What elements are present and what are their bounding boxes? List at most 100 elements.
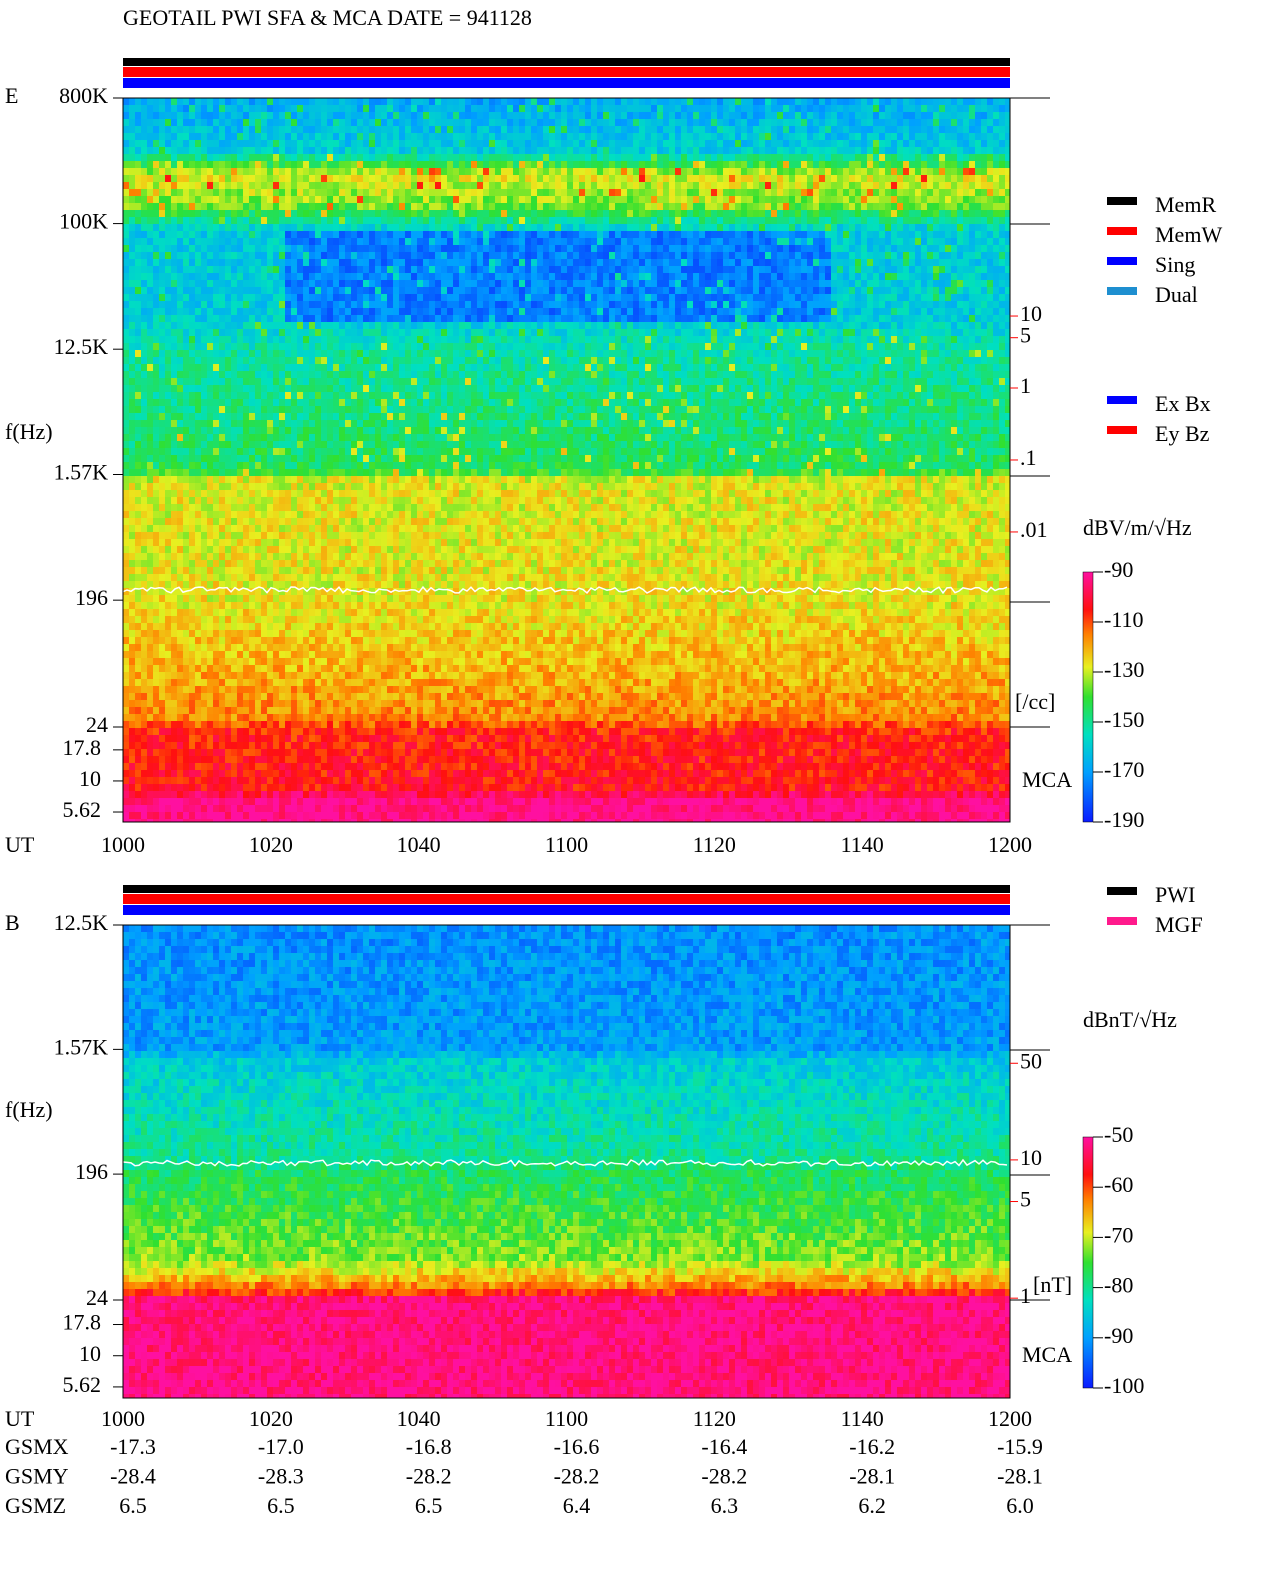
spectrogram-cell (441, 210, 447, 217)
spectrogram-cell (405, 182, 411, 189)
spectrogram-cell (957, 189, 963, 196)
spectrogram-cell (651, 175, 657, 182)
spectrogram-cell (699, 259, 705, 266)
spectrogram-cell (1005, 210, 1010, 217)
spectrogram-cell (183, 196, 189, 203)
spectrogram-cell (627, 133, 633, 140)
spectrogram-cell (831, 140, 837, 147)
spectrogram-cell (933, 238, 939, 245)
spectrogram-cell (315, 154, 321, 161)
spectrogram-cell (645, 231, 651, 238)
spectrogram-cell (963, 161, 969, 168)
spectrogram-cell (705, 224, 711, 231)
spectrogram-cell (405, 175, 411, 182)
spectrogram-cell (387, 259, 393, 266)
spectrogram-cell (261, 217, 267, 224)
spectrogram-cell (861, 217, 867, 224)
spectrogram-cell (663, 112, 669, 119)
spectrogram-cell (177, 287, 183, 294)
spectrogram-cell (897, 273, 903, 280)
spectrogram-cell (873, 273, 879, 280)
spectrogram-cell (603, 175, 609, 182)
spectrogram-cell (579, 189, 585, 196)
spectrogram-cell (891, 210, 897, 217)
spectrogram-cell (465, 196, 471, 203)
spectrogram-cell (171, 105, 177, 112)
spectrogram-cell (135, 147, 141, 154)
spectrogram-cell (609, 147, 615, 154)
spectrogram-cell (981, 112, 987, 119)
spectrogram-cell (1005, 308, 1010, 315)
spectrogram-cell (897, 210, 903, 217)
spectrogram-cell (123, 301, 129, 308)
spectrogram-cell (705, 322, 711, 329)
spectrogram-cell (555, 98, 561, 105)
spectrogram-cell (711, 245, 717, 252)
spectrogram-cell (381, 231, 387, 238)
spectrogram-cell (999, 189, 1005, 196)
spectrogram-cell (657, 294, 663, 301)
spectrogram-cell (633, 266, 639, 273)
spectrogram-cell (597, 196, 603, 203)
spectrogram-cell (507, 196, 513, 203)
spectrogram-cell (951, 203, 957, 210)
spectrogram-cell (207, 238, 213, 245)
spectrogram-cell (891, 119, 897, 126)
spectrogram-cell (735, 238, 741, 245)
spectrogram-cell (381, 315, 387, 322)
spectrogram-cell (159, 266, 165, 273)
spectrogram-cell (603, 224, 609, 231)
spectrogram-cell (387, 147, 393, 154)
spectrogram-cell (987, 210, 993, 217)
spectrogram-cell (363, 238, 369, 245)
spectrogram-cell (771, 266, 777, 273)
spectrogram-cell (771, 98, 777, 105)
spectrogram-cell (135, 189, 141, 196)
spectrogram-cell (957, 280, 963, 287)
spectrogram-cell (453, 238, 459, 245)
spectrogram-cell (651, 133, 657, 140)
spectrogram-cell (873, 168, 879, 175)
spectrogram-cell (603, 161, 609, 168)
spectrogram-cell (915, 189, 921, 196)
spectrogram-cell (153, 182, 159, 189)
spectrogram-cell (657, 224, 663, 231)
spectrogram-cell (261, 182, 267, 189)
spectrogram-cell (435, 105, 441, 112)
spectrogram-cell (633, 154, 639, 161)
spectrogram-cell (195, 175, 201, 182)
spectrogram-cell (579, 245, 585, 252)
spectrogram-cell (165, 154, 171, 161)
spectrogram-cell (867, 231, 873, 238)
spectrogram-cell (375, 133, 381, 140)
spectrogram-cell (669, 147, 675, 154)
spectrogram-cell (477, 105, 483, 112)
spectrogram-cell (873, 315, 879, 322)
spectrogram-cell (555, 294, 561, 301)
spectrogram-cell (747, 161, 753, 168)
spectrogram-cell (447, 238, 453, 245)
spectrogram-cell (951, 133, 957, 140)
spectrogram-cell (393, 182, 399, 189)
spectrogram-cell (129, 217, 135, 224)
spectrogram-cell (717, 210, 723, 217)
spectrogram-cell (633, 98, 639, 105)
spectrogram-cell (813, 189, 819, 196)
spectrogram-cell (921, 126, 927, 133)
spectrogram-cell (261, 196, 267, 203)
spectrogram-cell (837, 105, 843, 112)
spectrogram-cell (141, 168, 147, 175)
spectrogram-cell (519, 308, 525, 315)
spectrogram-cell (735, 168, 741, 175)
spectrogram-cell (855, 189, 861, 196)
spectrogram-cell (495, 217, 501, 224)
spectrogram-cell (357, 182, 363, 189)
spectrogram-cell (879, 224, 885, 231)
spectrogram-cell (771, 105, 777, 112)
spectrogram-cell (315, 119, 321, 126)
spectrogram-cell (639, 231, 645, 238)
spectrogram-cell (375, 140, 381, 147)
spectrogram-cell (363, 189, 369, 196)
spectrogram-cell (711, 210, 717, 217)
spectrogram-cell (759, 322, 765, 329)
